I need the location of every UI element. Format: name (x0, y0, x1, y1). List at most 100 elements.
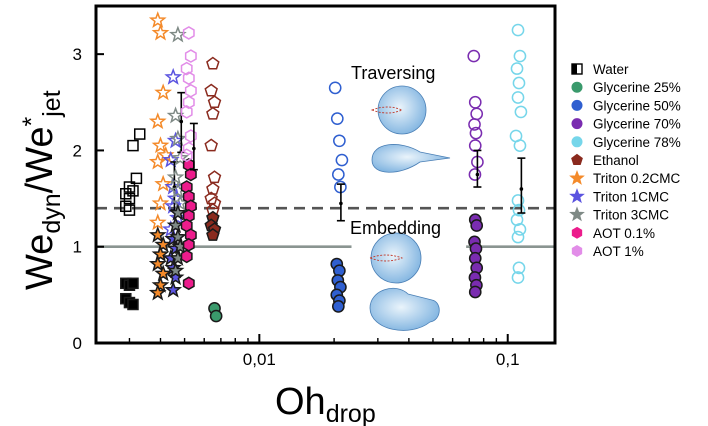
series-water (120, 128, 146, 311)
plot-frame (94, 4, 557, 345)
data-point-open-glycerine-70- (470, 107, 484, 121)
data-point-open-ethanol (204, 191, 218, 205)
data-point-open-glycerine-70- (468, 118, 481, 131)
x-tick-label: 0,1 (496, 350, 520, 369)
data-point-filled-glycerine-70- (468, 285, 482, 299)
data-point-open-ethanol (204, 138, 218, 152)
annotation-traversing: Traversing (351, 63, 435, 83)
legend-item-triton-1cmc: Triton 1CMC (569, 188, 669, 204)
data-point-open-water (123, 181, 136, 193)
data-point-open-ethanol (207, 95, 222, 109)
legend-item-ethanol: Ethanol (571, 153, 639, 168)
data-point-filled-aot-0-1- (180, 249, 193, 264)
data-point-open-triton-3cmc (166, 106, 185, 124)
error-bar-mean-aot-1- (192, 146, 196, 151)
data-point-open-aot-1- (184, 83, 197, 98)
plot-area (96, 11, 555, 323)
legend-label-aot-1-: AOT 1% (593, 244, 644, 259)
data-point-open-glycerine-50- (331, 168, 345, 181)
data-point-open-glycerine-78- (511, 230, 525, 244)
legend-label-aot-0-1-: AOT 0.1% (593, 226, 655, 241)
data-point-open-water (120, 200, 132, 213)
data-point-open-triton-0-2cmc (154, 174, 173, 192)
legend-swatch-triton-0-2cmc (569, 169, 585, 185)
legend-item-triton-0-2cmc: Triton 0.2CMC (569, 169, 681, 186)
y-axis-label-we: We (19, 234, 61, 290)
data-point-open-triton-0-2cmc (151, 194, 170, 211)
data-point-filled-triton-0-2cmc (148, 254, 167, 272)
data-point-open-triton-3cmc (169, 25, 187, 43)
legend: Water Glycerine 25% Glycerine 50% Glycerine… (569, 62, 681, 259)
legend-swatch-glycerine-78- (571, 136, 583, 148)
legend-label-ethanol: Ethanol (593, 153, 639, 168)
data-point-filled-triton-3cmc (166, 261, 185, 279)
data-point-open-glycerine-50- (330, 112, 344, 126)
data-point-open-glycerine-78- (511, 194, 525, 207)
legend-label-triton-0-2cmc: Triton 0.2CMC (593, 171, 681, 186)
data-point-filled-aot-0-1- (182, 237, 195, 252)
data-point-open-aot-1- (182, 71, 195, 86)
data-point-open-triton-3cmc (166, 168, 185, 185)
data-point-open-glycerine-50- (335, 153, 349, 167)
data-point-filled-triton-0-2cmc (151, 275, 170, 293)
data-point-open-triton-3cmc (169, 129, 187, 147)
y-tick-label: 3 (73, 45, 82, 64)
data-point-open-triton-1cmc (164, 196, 183, 214)
data-point-open-triton-0-2cmc (148, 112, 167, 130)
data-point-open-triton-0-2cmc (148, 11, 167, 29)
x-axis-label-sub: drop (326, 400, 376, 426)
series-triton-3cmc (166, 25, 190, 279)
y-tick-label: 1 (73, 238, 82, 257)
legend-swatch-right-water (572, 64, 577, 74)
data-point-filled-ethanol (206, 228, 220, 241)
data-point-filled-glycerine-25- (209, 309, 223, 323)
legend-item-aot-1-: AOT 1% (571, 244, 644, 259)
series-triton-0-2cmc (148, 11, 175, 301)
data-point-open-triton-0-2cmc (148, 152, 167, 170)
data-point-open-ethanol (204, 83, 218, 97)
data-point-open-triton-0-2cmc (148, 213, 167, 231)
data-point-open-water (120, 188, 132, 200)
legend-label-water: Water (593, 62, 629, 77)
legend-swatch-aot-0-1- (571, 226, 583, 239)
data-point-filled-triton-1cmc (164, 280, 183, 298)
legend-item-glycerine-50-: Glycerine 50% (571, 98, 681, 113)
data-point-open-glycerine-78- (513, 223, 527, 236)
series-ethanol (204, 56, 222, 241)
legend-item-glycerine-70-: Glycerine 70% (571, 117, 681, 132)
data-point-open-glycerine-70- (468, 95, 482, 109)
legend-item-glycerine-78-: Glycerine 78% (571, 135, 681, 150)
data-point-filled-triton-3cmc (166, 216, 185, 234)
data-point-open-triton-0-2cmc (151, 23, 170, 41)
data-point-open-glycerine-50- (333, 134, 346, 148)
data-point-open-glycerine-70- (468, 168, 482, 181)
x-axis-label: Ohdrop (275, 381, 376, 426)
data-point-open-aot-1- (180, 105, 193, 119)
legend-swatch-glycerine-50- (571, 99, 583, 111)
traversing-drop-illustration (377, 85, 427, 135)
y-axis-label-mid: /We (19, 126, 61, 193)
data-point-open-glycerine-78- (513, 139, 527, 152)
embedding-deformed-drop-illustration (369, 288, 440, 331)
legend-swatch-ethanol (571, 153, 583, 166)
data-point-open-triton-0-2cmc (151, 136, 170, 154)
data-point-open-water (127, 185, 139, 197)
series-glycerine-78- (509, 23, 528, 284)
data-point-open-water (123, 204, 136, 216)
legend-label-glycerine-25-: Glycerine 25% (593, 80, 681, 95)
data-point-open-glycerine-78- (513, 49, 527, 63)
data-point-open-aot-1- (180, 148, 193, 163)
legend-item-glycerine-25-: Glycerine 25% (571, 80, 681, 95)
y-tick-label: 2 (73, 141, 82, 160)
data-point-open-glycerine-70- (468, 139, 482, 152)
data-point-filled-triton-0-2cmc (154, 264, 173, 282)
data-point-open-triton-1cmc (164, 67, 183, 85)
y-axis-label-sub-jet: jet (38, 90, 66, 117)
data-point-filled-triton-3cmc (169, 227, 187, 245)
data-point-open-aot-1- (182, 95, 195, 110)
series-glycerine-50- (328, 81, 349, 313)
series-aot-1- (180, 26, 198, 171)
data-point-open-ethanol (206, 181, 220, 195)
data-point-filled-triton-0-2cmc (148, 225, 167, 243)
drop-illustrations (368, 85, 451, 331)
